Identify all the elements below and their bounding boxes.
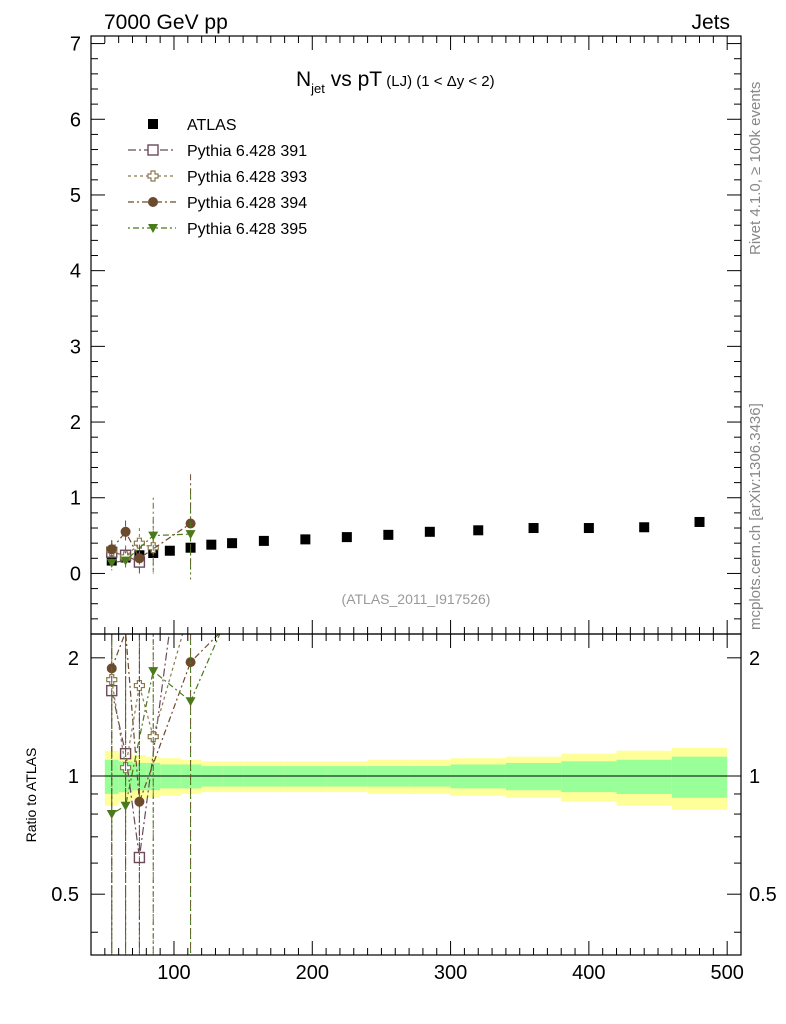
main-series-line — [111, 523, 191, 560]
ratio-uncertainty-bands — [104, 747, 728, 810]
legend-marker — [147, 144, 159, 156]
ratio-curves — [106, 634, 221, 955]
atlas-point — [300, 534, 311, 545]
rivet-version-label: Rivet 4.1.0, ≥ 100k events — [747, 82, 764, 255]
ratio-x-tick-label: 200 — [296, 962, 329, 984]
legend-marker — [147, 170, 159, 182]
title-main: N — [296, 68, 311, 91]
title-small: (LJ) — [382, 73, 416, 90]
ratio-y-tick-label: 0.5 — [51, 884, 79, 906]
ratio-y-tick-label: 2 — [68, 648, 79, 670]
main-y-tick-label: 3 — [70, 336, 81, 358]
pythia-point — [148, 531, 159, 541]
ratio-x-tick-label: 400 — [572, 962, 605, 984]
atlas-point — [164, 545, 175, 556]
main-plot-title: Njet vs pT (LJ) (1 < Δy < 2) — [296, 68, 495, 96]
legend-marker — [148, 197, 158, 207]
ratio-point — [134, 796, 145, 807]
ratio-series-line — [111, 634, 184, 768]
atlas-point — [424, 526, 435, 537]
ratio-point — [120, 801, 131, 811]
atlas-point — [583, 523, 594, 534]
ratio-point — [147, 731, 159, 743]
atlas-point — [383, 529, 394, 540]
ratio-point — [148, 667, 159, 677]
ratio-x-tick-label: 300 — [434, 962, 467, 984]
legend: ATLAS Pythia 6.428 391 Pythia 6.428 393 Pyt… — [128, 117, 307, 238]
title-rest: vs pT — [325, 68, 382, 91]
band-inner-bin — [561, 761, 617, 793]
band-inner-bin — [671, 756, 728, 798]
legend-marker — [148, 119, 158, 129]
main-y-tick-label: 1 — [70, 488, 81, 510]
analysis-id-label: (ATLAS_2011_I917526) — [342, 591, 491, 607]
atlas-point — [227, 538, 238, 549]
main-y-tick-label: 4 — [70, 261, 81, 283]
atlas-point — [473, 525, 484, 536]
ratio-y-axis-label: Ratio to ATLAS — [23, 748, 39, 843]
atlas-point — [694, 516, 705, 527]
ratio-point — [106, 810, 117, 820]
title-cut: (1 < Δy < 2) — [416, 73, 494, 90]
main-y-tick-label: 6 — [70, 109, 81, 131]
main-series-line — [111, 542, 154, 558]
ratio-y-tick-label-right: 2 — [749, 648, 760, 670]
legend-label: Pythia 6.428 395 — [187, 221, 307, 238]
legend-label: Pythia 6.428 393 — [187, 169, 307, 186]
legend-marker — [148, 224, 158, 233]
title-subscript: jet — [310, 81, 325, 96]
main-y-tick-label: 2 — [70, 412, 81, 434]
pythia-point — [120, 556, 131, 566]
band-inner-bin — [505, 762, 562, 791]
legend-label: Pythia 6.428 394 — [187, 195, 307, 212]
pythia-point — [185, 530, 196, 540]
pythia-point — [120, 526, 131, 537]
main-y-tick-label: 5 — [70, 185, 81, 207]
pythia-point — [133, 537, 146, 549]
axis-ticks: 0 1 2 3 4 5 6 7 100 200 300 400 500 0.5 0.5 1 1 2 2 — [51, 34, 777, 984]
atlas-point — [258, 535, 269, 546]
atlas-point — [639, 522, 650, 533]
pythia-point — [134, 553, 145, 564]
pythia-point — [106, 558, 117, 568]
ratio-plot-frame — [90, 633, 742, 956]
header-right-label: Jets — [691, 11, 730, 34]
band-inner-bin — [616, 759, 672, 794]
ratio-y-tick-label-right: 1 — [749, 766, 760, 788]
ratio-y-tick-label-right: 0.5 — [749, 884, 777, 906]
pythia-point — [106, 544, 117, 555]
atlas-point — [206, 539, 217, 550]
legend-label: Pythia 6.428 391 — [187, 143, 307, 160]
ratio-series-line — [111, 634, 221, 815]
mcplots-label: mcplots.cern.ch [arXiv:1306.3436] — [747, 403, 764, 630]
ratio-x-tick-label: 500 — [710, 962, 743, 984]
main-series-line — [111, 533, 191, 564]
main-y-tick-label: 7 — [70, 34, 81, 56]
ratio-point — [185, 697, 196, 707]
legend-label: ATLAS — [187, 117, 237, 134]
header-left-label: 7000 GeV pp — [104, 11, 228, 34]
plot-frames — [90, 35, 742, 956]
main-y-tick-label: 0 — [70, 563, 81, 585]
ratio-x-tick-label: 100 — [157, 962, 190, 984]
ratio-curves-clipped — [106, 634, 221, 955]
atlas-point — [341, 532, 352, 543]
main-plot-data — [106, 474, 705, 580]
atlas-point — [528, 523, 539, 534]
ratio-y-tick-label: 1 — [68, 766, 79, 788]
